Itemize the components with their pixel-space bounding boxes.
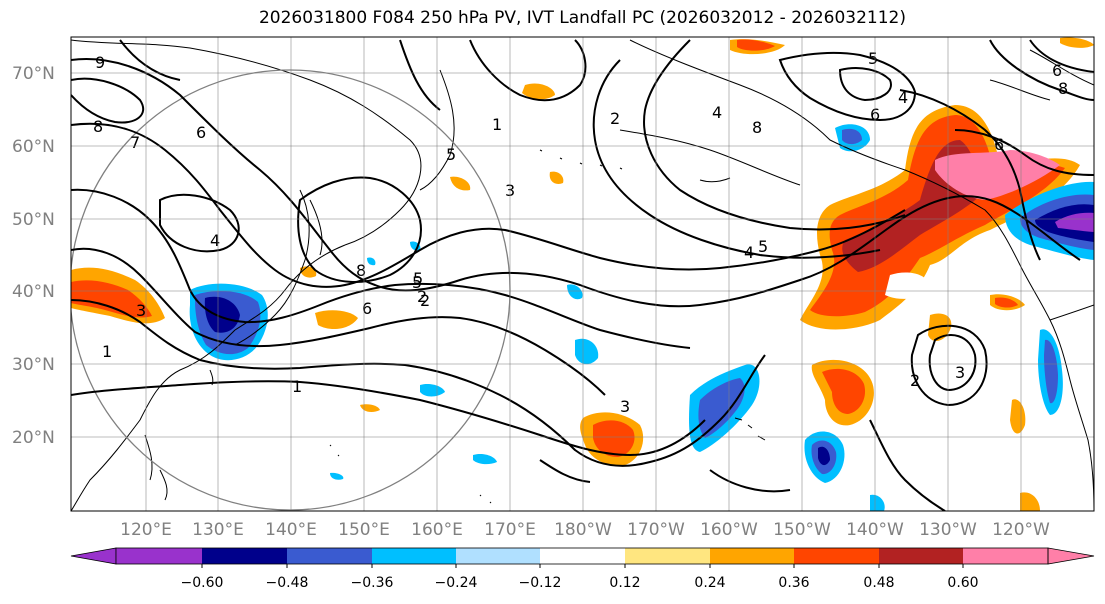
- contour-label: 2: [417, 287, 427, 306]
- contour-label: 4: [712, 103, 722, 122]
- pv-contours: [71, 39, 1094, 511]
- contour-label: 5: [413, 269, 423, 288]
- longitude-labels: 120°E 130°E 140°E 150°E 160°E 170°E 180°W 170°W…: [120, 520, 1050, 540]
- contour-label: 5: [758, 237, 768, 256]
- colorbar-segment: [456, 548, 540, 564]
- latitude-label: 20°N: [12, 428, 55, 448]
- latitude-label: 70°N: [12, 64, 55, 84]
- colorbar-segment: [710, 548, 794, 564]
- contour-label: 1: [292, 377, 302, 396]
- colorbar-segment: [202, 548, 287, 564]
- longitude-label: 170°W: [627, 520, 685, 540]
- colorbar-segment: [625, 548, 710, 564]
- longitude-label: 120°W: [992, 520, 1050, 540]
- contour-label: 4: [898, 88, 908, 107]
- colorbar-extend-max: [1047, 547, 1095, 565]
- longitude-label: 130°E: [192, 520, 244, 540]
- contour-label: 5: [868, 49, 878, 68]
- contour-label: 1: [102, 342, 112, 361]
- longitude-label: 140°W: [846, 520, 904, 540]
- latitude-label: 30°N: [12, 355, 55, 375]
- colorbar-segment: [794, 548, 879, 564]
- longitude-label: 120°E: [120, 520, 172, 540]
- colorbar-segment: [963, 548, 1048, 564]
- contour-label: 5: [412, 273, 422, 292]
- longitude-label: 170°E: [484, 520, 536, 540]
- colorbar-tick-label: 0.24: [694, 575, 725, 591]
- longitude-label: 150°E: [338, 520, 390, 540]
- map-frame: [70, 36, 1095, 512]
- colorbar-segment: [372, 548, 456, 564]
- longitude-label: 140°E: [265, 520, 317, 540]
- colorbar-segment: [116, 548, 202, 564]
- colorbar-tick-label: 0.12: [609, 575, 640, 591]
- colorbar-tick-label: 0.48: [863, 575, 894, 591]
- contour-label: 3: [620, 397, 630, 416]
- longitude-label: 160°E: [411, 520, 463, 540]
- latitude-label: 40°N: [12, 282, 55, 302]
- latitude-label: 50°N: [12, 210, 55, 230]
- longitude-label: 180°W: [554, 520, 612, 540]
- contour-label: 4: [744, 243, 754, 262]
- colorbar-extend-min: [70, 547, 117, 565]
- contour-label: 4: [210, 231, 220, 250]
- shaded-anomalies: [71, 37, 1094, 511]
- longitude-label: 160°W: [700, 520, 758, 540]
- contour-label: 8: [356, 261, 366, 280]
- contour-label: 8: [1058, 79, 1068, 98]
- contour-label: 2: [610, 109, 620, 128]
- colorbar-tick-label: −0.24: [435, 575, 478, 591]
- contour-label: 2: [910, 371, 920, 390]
- contour-label: 8: [93, 117, 103, 136]
- map-panel: [71, 37, 1094, 511]
- colorbar-tick-label: −0.36: [351, 575, 394, 591]
- colorbar-tick-label: −0.12: [519, 575, 562, 591]
- map-title: 2026031800 F084 250 hPa PV, IVT Landfall…: [258, 8, 906, 28]
- colorbar-tick-label: 0.60: [947, 575, 978, 591]
- longitude-label: 150°W: [773, 520, 831, 540]
- contour-label: 6: [1052, 61, 1062, 80]
- colorbar-outline: [115, 547, 1049, 565]
- contour-label: 2: [420, 291, 430, 310]
- latitude-labels: 70°N 60°N 50°N 40°N 30°N 20°N: [12, 64, 55, 448]
- colorbar-segment: [540, 548, 625, 564]
- contour-label: 8: [752, 118, 762, 137]
- colorbar-ticks: −0.60 −0.48 −0.36 −0.24 −0.12 0.12 0.24 0.36 0.4…: [181, 564, 979, 591]
- colorbar-tick-label: 0.36: [778, 575, 809, 591]
- latitude-label: 60°N: [12, 137, 55, 157]
- colorbar-tick-label: −0.60: [181, 575, 224, 591]
- contour-label: 9: [95, 53, 105, 72]
- contour-label: 6: [994, 135, 1004, 154]
- contour-label: 6: [196, 123, 206, 142]
- contour-label: 3: [136, 301, 146, 320]
- colorbar-tick-label: −0.48: [266, 575, 309, 591]
- contour-label: 1: [492, 115, 502, 134]
- colorbar-segment: [879, 548, 963, 564]
- contour-label: 5: [446, 145, 456, 164]
- contour-label: 6: [362, 299, 372, 318]
- longitude-label: 130°W: [919, 520, 977, 540]
- colorbar: [70, 547, 1095, 565]
- contour-label: 3: [955, 363, 965, 382]
- coastlines: [71, 39, 1094, 511]
- colorbar-segment: [287, 548, 372, 564]
- contour-label: 7: [130, 133, 140, 152]
